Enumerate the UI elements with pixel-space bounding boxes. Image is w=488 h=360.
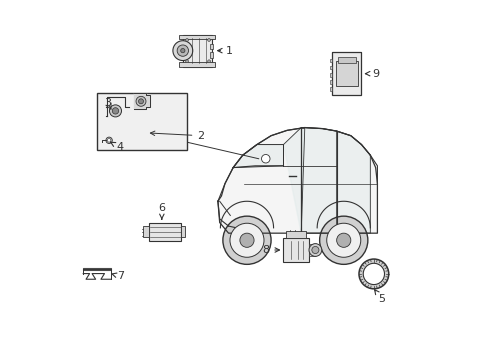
Bar [179,35,214,39]
Polygon shape [218,127,377,233]
Circle shape [136,96,145,106]
Text: 8: 8 [262,245,279,255]
Bar [329,87,332,91]
Text: 1: 1 [217,46,233,56]
Circle shape [173,41,192,60]
Circle shape [207,39,210,41]
Circle shape [311,247,318,253]
Circle shape [240,233,254,247]
Polygon shape [336,131,369,233]
Bar [210,44,212,49]
Bar [97,93,186,150]
Circle shape [112,108,119,114]
Bar [143,226,148,238]
Circle shape [223,216,270,264]
Text: 3: 3 [104,98,111,108]
Polygon shape [283,127,304,233]
Circle shape [366,267,380,281]
Circle shape [319,216,367,264]
Bar [148,222,181,241]
Bar [332,53,361,95]
Text: 4: 4 [110,142,123,152]
Text: 2: 2 [150,131,204,141]
Circle shape [138,99,143,104]
Bar [337,57,355,63]
Bar [183,35,211,67]
Bar [335,61,357,86]
Circle shape [261,154,269,163]
Circle shape [308,244,321,256]
Text: 6: 6 [158,203,165,219]
Polygon shape [233,145,283,168]
Circle shape [185,60,188,63]
Bar [210,53,212,58]
Circle shape [109,105,121,117]
Bar [181,226,184,238]
Bar [329,66,332,69]
Bar [179,62,214,67]
Circle shape [358,259,388,289]
Circle shape [177,45,188,56]
Polygon shape [134,93,149,109]
Polygon shape [301,127,336,233]
Bar [283,238,308,261]
Circle shape [229,223,264,257]
Circle shape [207,60,210,63]
Circle shape [106,137,112,144]
Circle shape [336,233,350,247]
Polygon shape [83,267,111,270]
Circle shape [181,49,184,53]
Text: 5: 5 [374,290,385,304]
Bar [308,244,315,256]
Bar [286,231,305,238]
Bar [329,80,332,84]
Text: 7: 7 [111,271,124,282]
Text: 9: 9 [365,69,379,79]
Bar [329,73,332,77]
Circle shape [363,263,384,284]
Circle shape [326,223,360,257]
Bar [329,59,332,62]
Circle shape [185,39,188,41]
Circle shape [107,139,111,142]
